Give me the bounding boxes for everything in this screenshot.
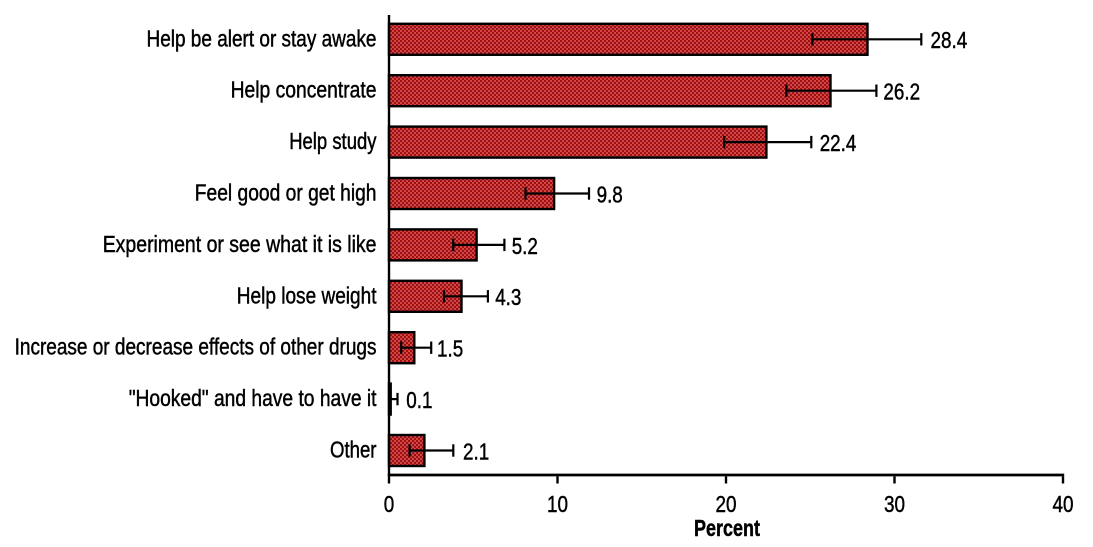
svg-text:Percent: Percent: [694, 515, 760, 541]
svg-text:Feel good or get high: Feel good or get high: [195, 180, 377, 206]
svg-text:Experiment or see what it is l: Experiment or see what it is like: [103, 231, 377, 257]
svg-text:26.2: 26.2: [883, 79, 920, 105]
svg-text:30: 30: [884, 491, 905, 517]
svg-text:1.5: 1.5: [437, 336, 463, 362]
svg-text:"Hooked" and have to have it: "Hooked" and have to have it: [129, 385, 377, 411]
svg-text:5.2: 5.2: [512, 233, 538, 259]
svg-text:20: 20: [716, 491, 737, 517]
svg-text:Increase or decrease effects o: Increase or decrease effects of other dr…: [15, 334, 377, 360]
svg-text:Other: Other: [330, 437, 377, 463]
svg-text:22.4: 22.4: [820, 130, 857, 156]
svg-text:28.4: 28.4: [931, 27, 968, 53]
svg-text:Help lose weight: Help lose weight: [237, 282, 377, 308]
svg-text:0.1: 0.1: [406, 387, 432, 413]
svg-text:0: 0: [384, 491, 395, 517]
svg-text:Help study: Help study: [289, 128, 377, 154]
svg-text:Help concentrate: Help concentrate: [231, 77, 377, 103]
svg-text:9.8: 9.8: [597, 181, 623, 207]
svg-text:2.1: 2.1: [463, 438, 489, 464]
svg-text:10: 10: [547, 491, 568, 517]
svg-text:Help be alert or stay awake: Help be alert or stay awake: [147, 25, 377, 51]
svg-text:4.3: 4.3: [495, 284, 521, 310]
svg-text:40: 40: [1053, 491, 1074, 517]
